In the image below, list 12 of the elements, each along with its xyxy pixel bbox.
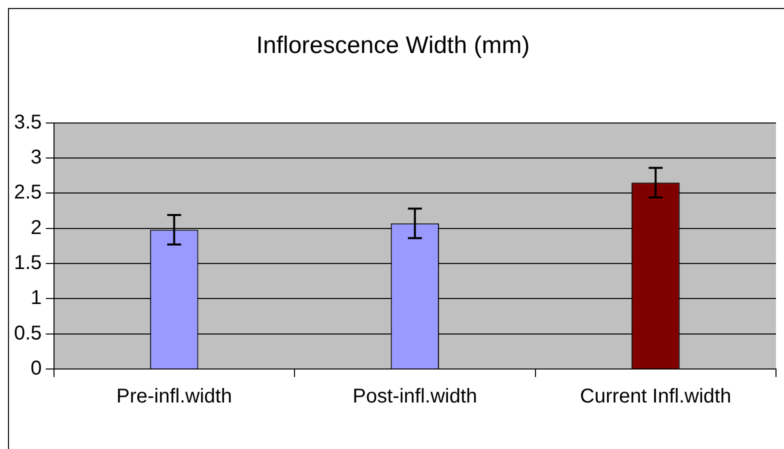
x-tick-label: Post-infl.width	[352, 386, 478, 408]
y-tick-label: 3	[30, 146, 42, 168]
x-tick-label: Current Infl.width	[580, 386, 732, 408]
y-tick-label: 0	[30, 358, 42, 380]
y-tick-label: 2	[30, 216, 42, 239]
y-tick-label: 0.5	[14, 322, 42, 344]
y-tick-label: 2.5	[14, 182, 42, 204]
y-tick-label: 1	[30, 287, 42, 310]
x-tick-label: Pre-infl.width	[116, 386, 232, 408]
chart-title: Inflorescence Width (mm)	[256, 32, 530, 60]
y-tick-label: 3.5	[14, 111, 42, 134]
y-tick-label: 1.5	[14, 252, 42, 274]
